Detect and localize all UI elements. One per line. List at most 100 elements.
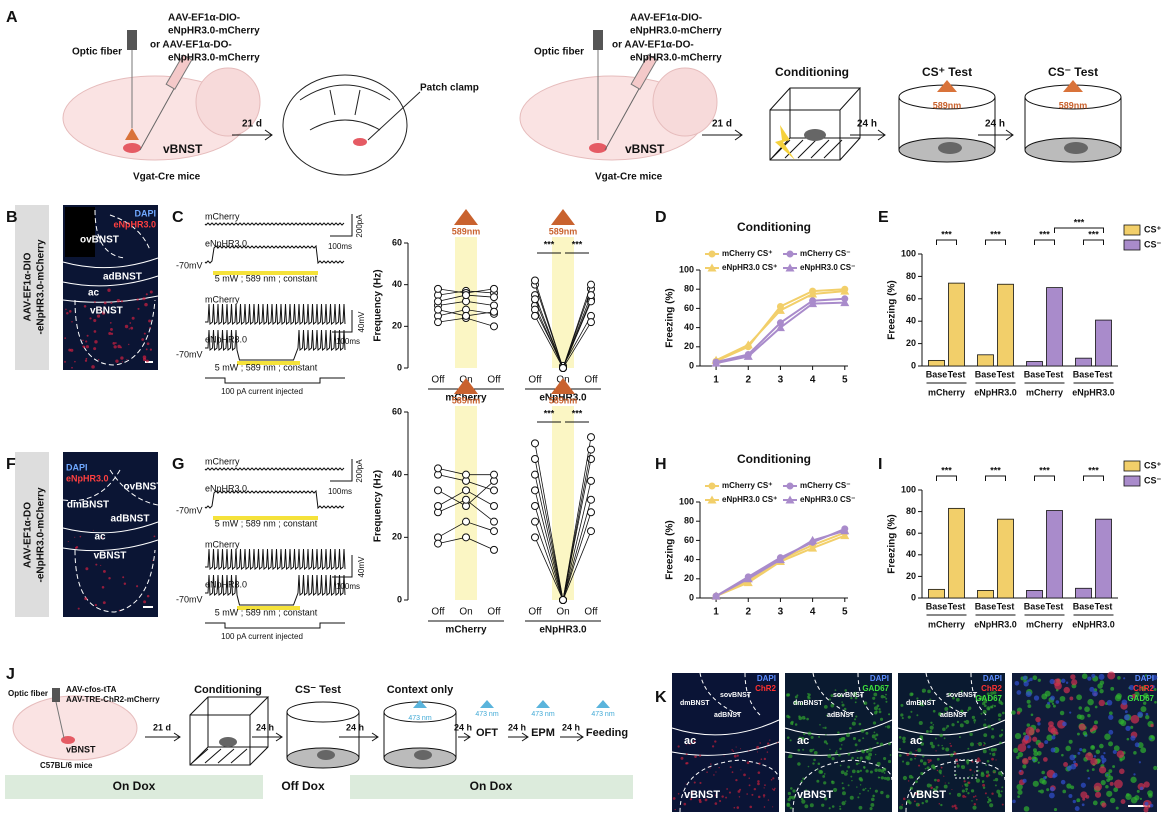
label: DAPI xyxy=(870,674,889,683)
speckle xyxy=(875,733,879,737)
bar xyxy=(977,354,994,367)
label: or AAV-EF1α-DO- xyxy=(150,40,232,51)
speckle xyxy=(1133,751,1137,755)
speckle xyxy=(825,734,827,736)
speckle xyxy=(1100,780,1106,786)
speckle xyxy=(762,794,766,797)
speckle xyxy=(1145,715,1150,720)
speckle xyxy=(84,597,88,601)
speckle xyxy=(109,322,112,324)
label: vBNST xyxy=(684,789,720,801)
speckle xyxy=(929,698,932,701)
speckle xyxy=(758,762,761,765)
speckle xyxy=(1023,806,1030,812)
speckle xyxy=(1134,742,1140,748)
speckle xyxy=(914,800,916,803)
speckle xyxy=(1043,776,1047,780)
speckle xyxy=(677,792,680,795)
speckle xyxy=(1061,678,1066,684)
speckle xyxy=(1140,706,1147,713)
y-tick-label: 40 xyxy=(684,322,694,332)
sig-bracket xyxy=(936,239,957,245)
label: 5 mW ; 589 nm ; constant xyxy=(215,518,318,528)
y-tick-label: 60 xyxy=(906,293,916,303)
label: eNpHR3.0-mCherry xyxy=(630,26,722,37)
histology-images-shape xyxy=(15,452,49,617)
panel-j-drawings-shape xyxy=(145,732,584,742)
histology-images-shape xyxy=(74,209,156,366)
speckle xyxy=(1099,743,1104,749)
cell-point xyxy=(531,311,539,320)
speckle xyxy=(1089,686,1095,692)
speckle xyxy=(1117,676,1121,680)
speckle xyxy=(998,718,1001,721)
speckle xyxy=(1021,757,1029,765)
marker xyxy=(840,298,850,307)
speckle xyxy=(953,804,957,808)
speckle xyxy=(1059,695,1066,702)
speckle xyxy=(812,762,815,765)
label: mCherry xyxy=(205,539,240,549)
speckle xyxy=(1000,701,1004,706)
label: 21 d xyxy=(242,119,262,130)
marker xyxy=(808,543,818,552)
speckle xyxy=(880,776,885,780)
speckle xyxy=(987,798,992,802)
speckle xyxy=(733,754,737,758)
significance: *** xyxy=(1088,465,1099,475)
speckle xyxy=(1124,710,1128,714)
speckle xyxy=(954,806,958,810)
legend-label: eNpHR3.0 CS⁻ xyxy=(800,263,855,272)
speckle xyxy=(987,800,990,804)
panel-a-drawings-shape xyxy=(769,87,862,161)
speckle xyxy=(66,312,69,315)
speckle xyxy=(1136,789,1140,793)
speckle xyxy=(756,745,760,749)
speckle xyxy=(939,733,943,738)
cell-point xyxy=(462,311,470,320)
speckle xyxy=(786,693,791,697)
speckle xyxy=(82,339,84,342)
speckle xyxy=(883,696,886,699)
label: 100ms xyxy=(336,337,360,346)
speckle xyxy=(1101,757,1107,763)
speckle xyxy=(888,713,891,716)
speckle xyxy=(1049,786,1055,792)
speckle xyxy=(718,766,720,769)
speckle xyxy=(906,753,910,757)
speckle xyxy=(920,772,924,776)
speckle xyxy=(1084,734,1088,737)
label: Vgat-Cre mice xyxy=(595,172,663,183)
cell-point xyxy=(434,318,442,327)
speckle xyxy=(101,537,103,539)
marker xyxy=(711,358,721,367)
speckle xyxy=(885,700,888,703)
speckle xyxy=(855,762,859,766)
significance: *** xyxy=(1074,217,1085,227)
speckle xyxy=(1092,690,1098,697)
speckle xyxy=(1046,734,1053,741)
speckle xyxy=(128,328,130,330)
speckle xyxy=(964,783,969,787)
speckle xyxy=(1041,693,1048,700)
speckle xyxy=(1047,701,1051,705)
speckle xyxy=(930,786,933,790)
speckle xyxy=(93,300,96,303)
histology-images-shape xyxy=(672,673,779,812)
speckle xyxy=(689,742,692,745)
speckle xyxy=(851,779,853,782)
speckle xyxy=(149,348,152,351)
cell-point xyxy=(462,291,470,300)
speckle xyxy=(93,330,97,333)
speckle xyxy=(837,694,841,698)
speckle xyxy=(849,726,852,730)
speckle xyxy=(969,768,972,772)
speckle xyxy=(865,769,869,773)
label: sovBNST xyxy=(946,692,978,699)
group-label: mCherry xyxy=(445,625,487,636)
label: adBNST xyxy=(111,514,150,525)
speckle xyxy=(976,743,978,745)
speckle xyxy=(816,768,819,771)
speckle xyxy=(137,307,140,310)
speckle xyxy=(85,340,88,343)
